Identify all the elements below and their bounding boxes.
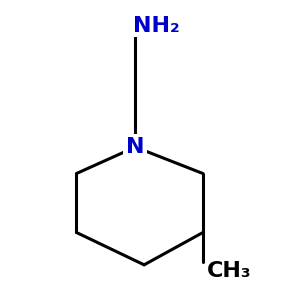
Text: NH₂: NH₂ bbox=[133, 16, 179, 36]
Text: N: N bbox=[126, 137, 145, 157]
Text: CH₃: CH₃ bbox=[207, 261, 252, 281]
